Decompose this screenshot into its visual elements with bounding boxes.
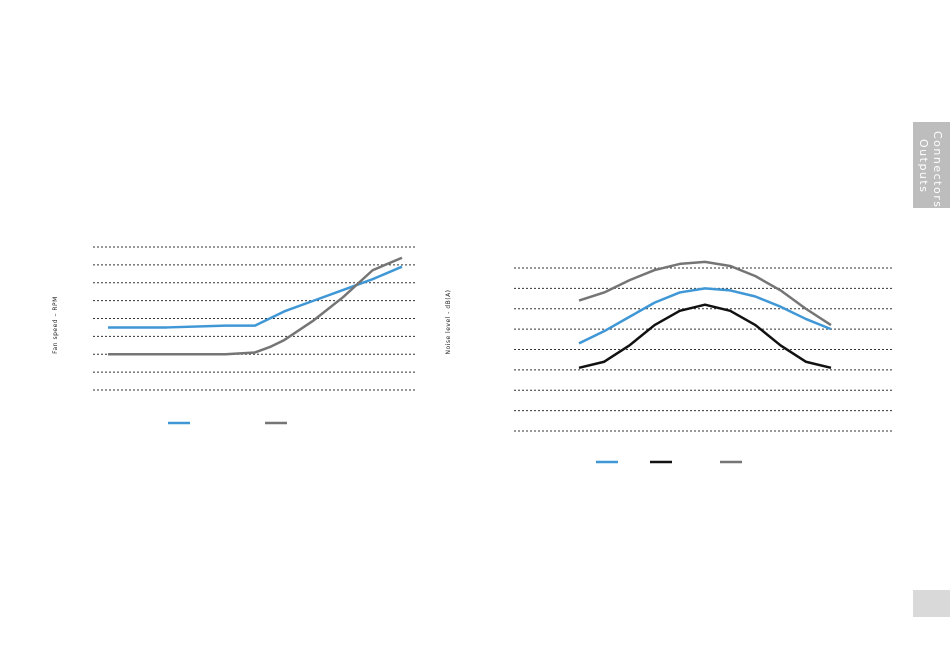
y-axis-label: Noise level - dB(A) (445, 289, 452, 354)
series-line (108, 256, 403, 356)
page-box (913, 590, 950, 617)
series-line (578, 303, 832, 370)
side-tab (913, 122, 950, 208)
side-tab-label: Outputs (917, 139, 930, 193)
series-line (578, 260, 832, 327)
side-tab-label: Connectors (931, 131, 944, 208)
y-axis-label: Fan speed – RPM (52, 296, 59, 354)
series-line (578, 287, 832, 345)
